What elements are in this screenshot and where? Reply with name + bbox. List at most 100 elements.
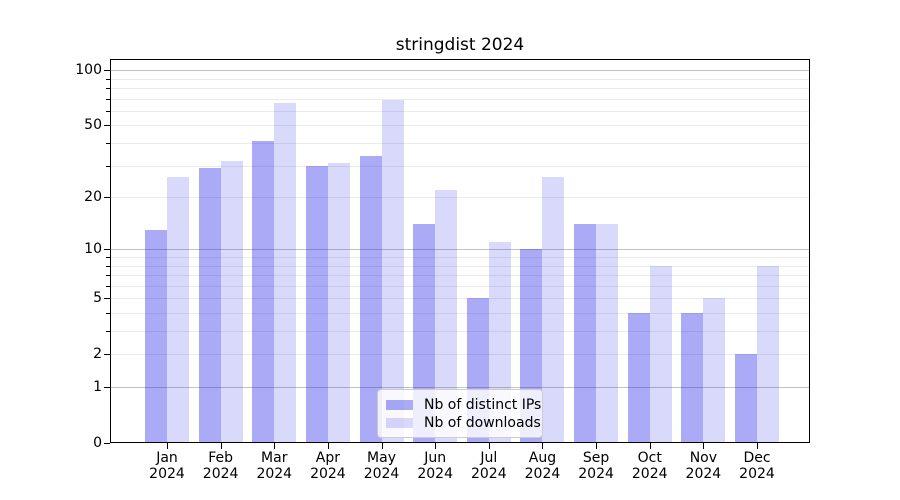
plot-area bbox=[110, 59, 810, 443]
gridline-minor bbox=[110, 312, 810, 314]
x-tick-month: May bbox=[367, 450, 396, 466]
x-tick-year: 2024 bbox=[363, 465, 400, 482]
x-tick bbox=[220, 443, 222, 449]
y-tick bbox=[104, 125, 110, 127]
legend-label-distinct-ips: Nb of distinct IPs bbox=[424, 397, 542, 413]
x-tick bbox=[542, 443, 544, 449]
y-tick-label: 20 bbox=[84, 189, 102, 206]
y-tick bbox=[104, 387, 110, 388]
legend-swatch-ips bbox=[386, 400, 413, 410]
x-tick-year: 2024 bbox=[524, 465, 561, 482]
y-tick-label: 100 bbox=[75, 62, 102, 79]
y-tick-label: 0 bbox=[93, 435, 102, 451]
x-tick-label: Aug 2024 bbox=[510, 450, 574, 482]
bar-ips-dec bbox=[735, 354, 757, 443]
y-minor-tick bbox=[106, 88, 110, 89]
x-tick-label: Jun 2024 bbox=[403, 450, 467, 482]
x-tick-label: May 2024 bbox=[350, 450, 414, 482]
x-tick-label: Jul 2024 bbox=[457, 450, 521, 482]
gridline-minor bbox=[110, 88, 810, 89]
gridline-minor bbox=[110, 265, 810, 267]
x-tick-month: Feb bbox=[208, 450, 234, 466]
gridline-minor bbox=[110, 165, 810, 167]
gridline-major bbox=[110, 387, 810, 388]
legend-item-distinct-ips: Nb of distinct IPs bbox=[386, 397, 541, 414]
bar-ips-oct bbox=[627, 312, 650, 443]
y-minor-tick bbox=[106, 285, 110, 287]
gridline-major bbox=[110, 70, 810, 72]
x-tick bbox=[757, 443, 758, 449]
gridline-minor bbox=[110, 78, 810, 80]
bar-ips-jun bbox=[413, 224, 436, 443]
bar-downloads-nov bbox=[703, 298, 726, 443]
x-tick-year: 2024 bbox=[739, 465, 775, 482]
y-minor-tick bbox=[106, 331, 110, 332]
x-tick-month: Jan bbox=[156, 450, 178, 466]
y-tick-label: 2 bbox=[93, 346, 102, 363]
y-tick-label: 1 bbox=[93, 379, 102, 395]
x-tick-label: Apr 2024 bbox=[296, 450, 360, 482]
y-minor-tick bbox=[106, 312, 110, 314]
bar-ips-sep bbox=[574, 224, 597, 443]
bar-ips-mar bbox=[252, 141, 275, 443]
gridline-minor bbox=[110, 197, 810, 199]
x-tick-label: Jan 2024 bbox=[135, 450, 199, 482]
x-tick-month: Apr bbox=[315, 450, 341, 466]
x-tick bbox=[167, 443, 168, 449]
y-tick bbox=[104, 443, 110, 444]
x-tick bbox=[649, 443, 651, 449]
x-tick bbox=[703, 443, 705, 449]
y-tick bbox=[104, 70, 110, 72]
bar-downloads-jun bbox=[435, 189, 458, 443]
x-tick bbox=[488, 443, 490, 449]
x-tick-month: Nov bbox=[689, 450, 718, 466]
bar-downloads-jan bbox=[167, 176, 189, 443]
bar-downloads-mar bbox=[274, 103, 297, 443]
x-tick-month: Sep bbox=[582, 450, 610, 466]
bar-downloads-sep bbox=[596, 224, 619, 443]
x-tick-label: Dec 2024 bbox=[725, 450, 789, 482]
y-minor-tick bbox=[106, 165, 110, 167]
gridline-minor bbox=[110, 331, 810, 332]
gridline-minor bbox=[110, 285, 810, 287]
x-tick-label: Nov 2024 bbox=[671, 450, 735, 482]
x-tick-year: 2024 bbox=[631, 465, 668, 482]
gridline-minor bbox=[110, 256, 810, 258]
y-minor-tick bbox=[106, 256, 110, 258]
x-tick-year: 2024 bbox=[417, 465, 453, 482]
y-minor-tick bbox=[106, 110, 110, 112]
y-tick-label: 5 bbox=[93, 290, 102, 307]
x-tick bbox=[327, 443, 329, 449]
bar-downloads-feb bbox=[220, 160, 243, 443]
x-tick-month: Aug bbox=[528, 450, 557, 466]
x-tick-month: Jun bbox=[424, 450, 447, 466]
bar-downloads-oct bbox=[649, 265, 672, 443]
y-tick bbox=[104, 354, 110, 356]
bar-ips-may bbox=[359, 155, 382, 443]
y-tick bbox=[104, 249, 110, 251]
x-tick bbox=[596, 443, 598, 449]
y-minor-tick bbox=[106, 265, 110, 267]
y-tick bbox=[104, 197, 110, 199]
legend-item-downloads: Nb of downloads bbox=[386, 415, 541, 432]
gridline-minor bbox=[110, 354, 810, 356]
x-tick-year: 2024 bbox=[256, 465, 293, 482]
chart-title: stringdist 2024 bbox=[395, 35, 525, 55]
x-tick-month: Jul bbox=[480, 450, 498, 466]
gridline-minor bbox=[110, 110, 810, 112]
x-tick-month: Dec bbox=[743, 450, 771, 466]
legend-swatch-downloads bbox=[386, 418, 413, 428]
y-minor-tick bbox=[106, 98, 110, 100]
y-tick bbox=[104, 298, 110, 300]
bar-ips-nov bbox=[681, 312, 704, 443]
x-tick-year: 2024 bbox=[149, 465, 185, 482]
x-tick bbox=[274, 443, 276, 449]
y-tick-label: 50 bbox=[84, 117, 102, 134]
x-tick-label: Mar 2024 bbox=[242, 450, 306, 482]
legend: Nb of distinct IPs Nb of downloads bbox=[377, 389, 543, 438]
bar-downloads-aug bbox=[542, 176, 565, 443]
gridline-minor bbox=[110, 298, 810, 300]
x-tick-year: 2024 bbox=[202, 465, 239, 482]
y-minor-tick bbox=[106, 78, 110, 80]
